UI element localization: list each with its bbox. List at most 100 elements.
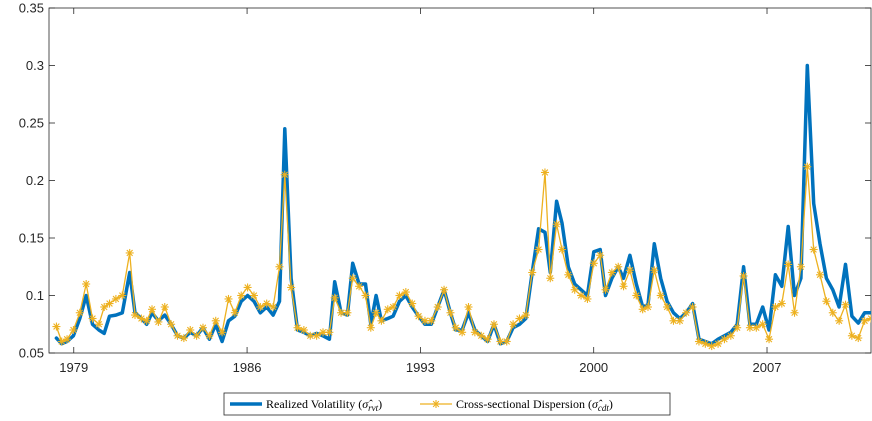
data-point-marker xyxy=(343,308,352,317)
data-point-marker xyxy=(420,316,429,325)
y-tick-label: 0.2 xyxy=(26,173,44,188)
data-point-marker xyxy=(105,299,114,308)
data-point-marker xyxy=(860,316,869,325)
data-point-marker xyxy=(546,274,555,283)
data-point-marker xyxy=(663,303,672,311)
data-point-marker xyxy=(784,260,793,269)
data-point-marker xyxy=(125,248,134,257)
data-point-marker xyxy=(758,320,767,329)
data-point-marker xyxy=(131,311,140,320)
data-point-marker xyxy=(694,337,703,346)
data-point-marker xyxy=(847,331,856,340)
data-point-marker xyxy=(464,303,473,311)
legend: Realized Volatility (σ̂rvt) Cross-sectio… xyxy=(223,392,671,416)
legend-asterisk-marker xyxy=(432,400,440,408)
data-point-marker xyxy=(361,291,370,300)
data-point-marker xyxy=(607,268,616,277)
data-point-marker xyxy=(796,262,805,271)
data-point-marker xyxy=(643,303,652,311)
data-point-marker xyxy=(318,328,327,337)
data-point-marker xyxy=(564,270,573,279)
data-point-marker xyxy=(489,320,498,329)
data-point-marker xyxy=(601,285,610,294)
data-point-marker xyxy=(477,331,486,340)
data-point-marker xyxy=(583,294,592,303)
data-point-marker xyxy=(275,262,284,271)
data-point-marker xyxy=(330,293,339,302)
data-point-marker xyxy=(502,337,511,346)
x-tick-label: 1986 xyxy=(233,360,262,375)
data-point-marker xyxy=(280,170,289,179)
data-point-marker xyxy=(841,300,850,309)
data-point-marker xyxy=(528,268,537,277)
data-point-marker xyxy=(372,308,381,317)
data-point-marker xyxy=(483,335,492,344)
data-point-marker xyxy=(854,334,863,343)
data-point-marker xyxy=(211,316,220,325)
y-tick-label: 0.05 xyxy=(19,346,44,361)
data-point-marker xyxy=(470,328,479,337)
data-point-marker xyxy=(589,259,598,268)
x-tick-label: 1979 xyxy=(59,360,88,375)
data-point-marker xyxy=(111,294,120,303)
data-point-marker xyxy=(515,314,524,323)
data-point-marker xyxy=(534,245,543,254)
data-point-marker xyxy=(389,303,398,311)
data-point-marker xyxy=(557,245,566,254)
data-point-marker xyxy=(167,320,176,329)
data-point-marker xyxy=(570,285,579,294)
data-point-marker xyxy=(179,334,188,343)
y-tick-label: 0.3 xyxy=(26,58,44,73)
data-point-marker xyxy=(577,291,586,300)
data-point-marker xyxy=(682,308,691,317)
data-point-marker xyxy=(237,291,246,300)
data-point-marker xyxy=(803,162,812,171)
data-point-marker xyxy=(205,331,214,340)
data-point-marker xyxy=(619,282,628,291)
data-point-marker xyxy=(835,316,844,325)
data-point-marker xyxy=(262,299,271,308)
data-point-marker xyxy=(118,291,127,300)
y-tick-label: 0.15 xyxy=(19,231,44,246)
series-layer xyxy=(52,63,871,351)
data-point-marker xyxy=(192,331,201,340)
data-point-marker xyxy=(52,322,61,331)
data-point-marker xyxy=(142,316,151,325)
data-point-marker xyxy=(293,323,302,332)
data-point-marker xyxy=(822,297,831,306)
data-point-marker xyxy=(726,331,735,340)
data-point-marker xyxy=(752,323,761,332)
data-point-marker xyxy=(249,291,258,300)
data-point-marker xyxy=(69,326,78,334)
data-point-marker xyxy=(509,320,518,329)
data-point-marker xyxy=(395,291,404,300)
axes-frame xyxy=(48,7,872,354)
data-point-marker xyxy=(198,323,207,332)
data-point-marker xyxy=(458,328,467,337)
data-point-marker xyxy=(269,303,278,311)
data-point-marker xyxy=(790,308,799,317)
legend-label-cross-sectional-dispersion: Cross-sectional Dispersion (σ̂cdt) xyxy=(456,397,613,413)
data-point-marker xyxy=(777,299,786,308)
y-axis: 0.05 0.1 0.15 0.2 0.25 0.3 0.35 xyxy=(19,1,871,361)
data-point-marker xyxy=(408,299,417,308)
data-point-marker xyxy=(552,220,561,229)
data-point-marker xyxy=(224,294,233,303)
data-point-marker xyxy=(540,168,549,177)
x-tick-label: 1993 xyxy=(406,360,435,375)
x-axis: 1979 1986 1993 2000 2007 xyxy=(59,8,781,375)
data-point-marker xyxy=(63,335,72,344)
data-point-marker xyxy=(816,270,825,279)
data-point-marker xyxy=(745,323,754,332)
data-point-marker xyxy=(88,314,97,323)
data-point-marker xyxy=(148,305,157,314)
data-point-marker xyxy=(243,283,252,292)
data-point-marker xyxy=(427,316,436,325)
legend-label-realized-volatility: Realized Volatility (σ̂rvt) xyxy=(266,397,382,413)
data-point-marker xyxy=(355,282,364,291)
data-point-marker xyxy=(377,316,386,325)
data-point-marker xyxy=(414,312,423,321)
data-point-marker xyxy=(299,326,308,334)
data-point-marker xyxy=(186,326,195,334)
